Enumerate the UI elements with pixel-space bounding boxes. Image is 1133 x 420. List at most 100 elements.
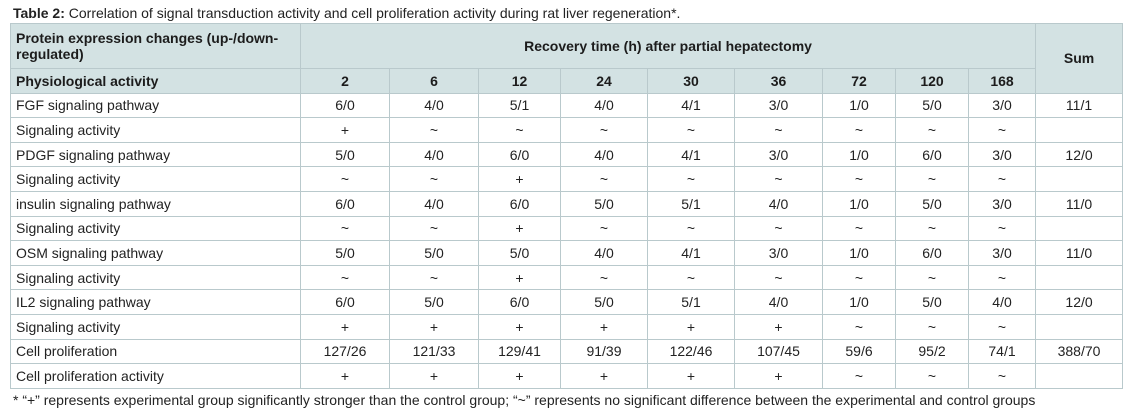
table-cell: + [478, 215, 561, 242]
table-caption: Table 2: Correlation of signal transduct… [13, 5, 680, 21]
table-row: IL2 signaling pathway 6/0 5/0 6/0 5/0 5/1 4/0 1… [10, 289, 1124, 315]
header-sum: Sum [1035, 23, 1124, 94]
table-cell: ~ [822, 313, 896, 340]
header-protein-changes: Protein expression changes (up-/down-reg… [10, 23, 301, 69]
row-label: Cell proliferation activity [10, 363, 301, 389]
table-cell: 6/0 [478, 141, 561, 168]
table-cell: 5/0 [300, 141, 390, 168]
header-hour: 36 [734, 68, 823, 94]
correlation-table: Protein expression changes (up-/down-reg… [10, 23, 1124, 389]
table-cell: 91/39 [560, 338, 648, 365]
table-cell: + [647, 313, 735, 340]
table-cell: + [734, 363, 823, 389]
table-cell: 3/0 [734, 141, 823, 168]
table-cell: ~ [822, 363, 896, 389]
table-cell: ~ [389, 215, 479, 242]
table-cell: 74/1 [967, 338, 1037, 365]
table-cell: 1/0 [822, 92, 896, 119]
table-cell: ~ [389, 264, 479, 291]
table-cell: 121/33 [389, 338, 479, 365]
table-cell: 3/0 [734, 240, 823, 266]
table-cell: ~ [822, 166, 896, 192]
table-cell: + [389, 313, 479, 340]
table-cell: 107/45 [734, 338, 823, 365]
table-cell: 5/1 [478, 92, 561, 119]
table-cell: 59/6 [822, 338, 896, 365]
table-cell: 5/0 [895, 190, 969, 217]
table-cell: ~ [895, 363, 969, 389]
table-cell: 3/0 [967, 141, 1037, 168]
row-label: Signaling activity [10, 117, 301, 143]
table-cell: ~ [389, 117, 479, 143]
table-cell: + [560, 363, 648, 389]
table-cell: + [478, 166, 561, 192]
header-hour: 168 [967, 68, 1037, 94]
row-label: Cell proliferation [10, 338, 301, 365]
sum-cell [1035, 363, 1124, 389]
table-cell: 1/0 [822, 141, 896, 168]
table-cell: 6/0 [895, 141, 969, 168]
table-cell: 129/41 [478, 338, 561, 365]
table-cell: 4/0 [734, 289, 823, 315]
table-row: Cell proliferation 127/26 121/33 129/41 91/3… [10, 338, 1124, 365]
table-cell: 6/0 [300, 92, 390, 119]
sum-cell [1035, 215, 1124, 242]
table-cell: ~ [895, 117, 969, 143]
row-label: FGF signaling pathway [10, 92, 301, 119]
table-row: Signaling activity ~ ~ + ~ ~ ~ ~ ~ ~ [10, 264, 1124, 291]
table-cell: ~ [647, 117, 735, 143]
table-cell: ~ [895, 215, 969, 242]
table-cell: 4/1 [647, 240, 735, 266]
table-cell: ~ [478, 117, 561, 143]
table-cell: 3/0 [967, 240, 1037, 266]
sum-cell: 11/0 [1035, 240, 1124, 266]
table-cell: 6/0 [478, 289, 561, 315]
header-hour: 6 [389, 68, 479, 94]
table-cell: ~ [734, 215, 823, 242]
table-cell: ~ [647, 166, 735, 192]
table-cell: ~ [560, 264, 648, 291]
row-label: Signaling activity [10, 215, 301, 242]
header-hour: 30 [647, 68, 735, 94]
table-cell: + [478, 313, 561, 340]
table-cell: 5/0 [895, 92, 969, 119]
table-cell: + [647, 363, 735, 389]
table-row: Signaling activity + + + + + + ~ ~ ~ [10, 313, 1124, 340]
table-cell: 4/0 [389, 190, 479, 217]
header-hour: 24 [560, 68, 648, 94]
table-cell: 5/0 [389, 289, 479, 315]
table-row: insulin signaling pathway 6/0 4/0 6/0 5/0 5/1… [10, 190, 1124, 217]
table-cell: ~ [895, 166, 969, 192]
table-cell: + [300, 117, 390, 143]
row-label: Signaling activity [10, 313, 301, 340]
table-row: FGF signaling pathway 6/0 4/0 5/1 4/0 4/1 3/0 1… [10, 92, 1124, 119]
table-cell: + [300, 313, 390, 340]
table-body: FGF signaling pathway 6/0 4/0 5/1 4/0 4/1 3/0 1… [10, 92, 1124, 389]
sum-cell: 388/70 [1035, 338, 1124, 365]
table-cell: 4/1 [647, 141, 735, 168]
table-cell: ~ [967, 166, 1037, 192]
sum-cell: 11/1 [1035, 92, 1124, 119]
table-cell: 4/0 [560, 240, 648, 266]
table-cell: ~ [967, 117, 1037, 143]
table-cell: ~ [822, 264, 896, 291]
table-cell: ~ [967, 363, 1037, 389]
table-cell: ~ [967, 215, 1037, 242]
table-row: OSM signaling pathway 5/0 5/0 5/0 4/0 4/1 3/0 1… [10, 240, 1124, 266]
table-cell: 6/0 [300, 190, 390, 217]
header-hour: 12 [478, 68, 561, 94]
table-row: Signaling activity ~ ~ + ~ ~ ~ ~ ~ ~ [10, 166, 1124, 192]
table-cell: + [734, 313, 823, 340]
table-cell: 5/0 [478, 240, 561, 266]
table-cell: + [478, 363, 561, 389]
table-cell: 6/0 [478, 190, 561, 217]
table-cell: 1/0 [822, 240, 896, 266]
table-cell: + [478, 264, 561, 291]
table-cell: 5/0 [560, 190, 648, 217]
header-hour: 120 [895, 68, 969, 94]
table-cell: ~ [389, 166, 479, 192]
table-cell: ~ [300, 215, 390, 242]
sum-cell: 12/0 [1035, 289, 1124, 315]
row-label: PDGF signaling pathway [10, 141, 301, 168]
